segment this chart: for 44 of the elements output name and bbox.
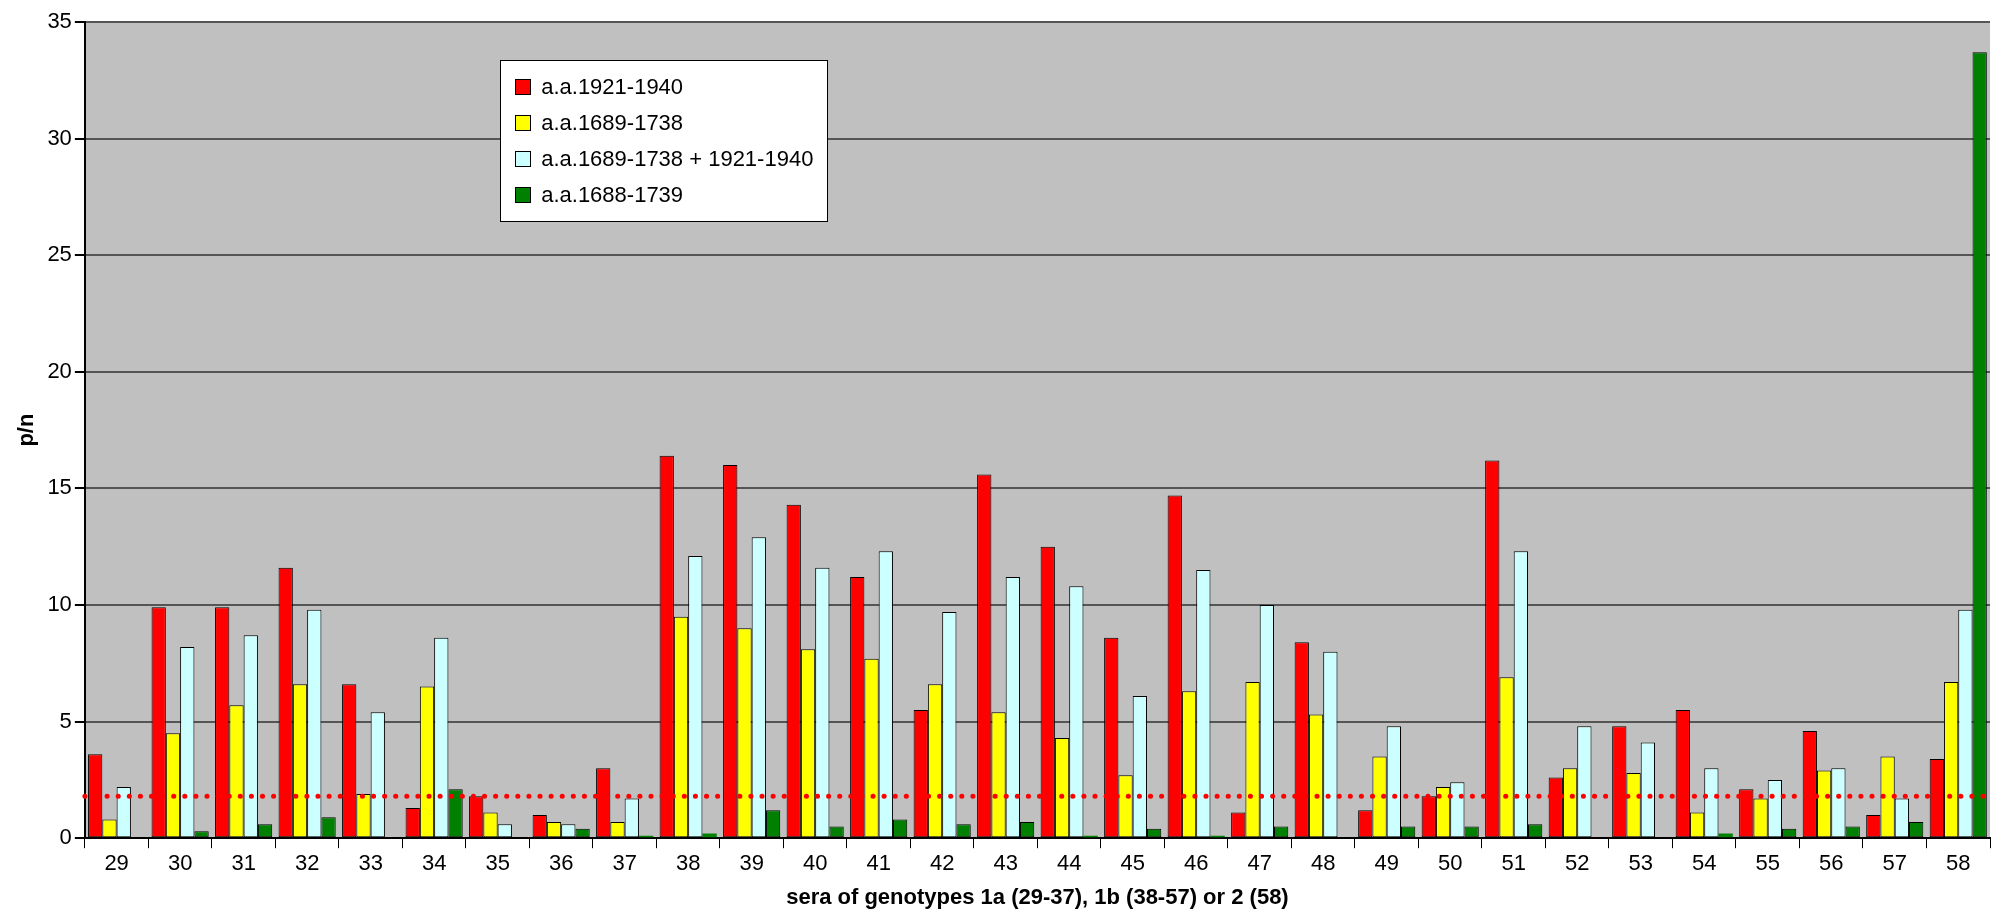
x-tick-label: 46	[1183, 850, 1209, 876]
x-tick-label: 32	[294, 850, 320, 876]
x-tick-label: 56	[1819, 850, 1844, 876]
x-tick-label: 57	[1882, 850, 1907, 876]
y-tick-label: 0	[59, 824, 72, 850]
x-tick-label: 35	[485, 850, 510, 876]
x-tick-label: 34	[421, 850, 447, 876]
legend-label: a.a.1688-1739	[541, 181, 684, 209]
x-tick-label: 33	[358, 850, 383, 876]
y-axis-title: p/n	[13, 413, 39, 447]
x-tick-label: 43	[993, 850, 1018, 876]
x-tick-label: 55	[1755, 850, 1780, 876]
y-tick-label: 5	[59, 707, 72, 733]
x-tick-label: 40	[802, 850, 828, 876]
y-tick-label: 20	[47, 357, 72, 383]
x-tick-label: 29	[104, 850, 129, 876]
x-tick-label: 41	[866, 850, 891, 876]
x-tick-label: 47	[1247, 850, 1272, 876]
x-axis-title: sera of genotypes 1a (29-37), 1b (38-57) or 2 (58)	[786, 883, 1289, 909]
x-tick-label: 50	[1437, 850, 1463, 876]
x-tick-label: 30	[167, 850, 193, 876]
legend-label: a.a.1689-1738 + 1921-1940	[541, 145, 814, 173]
x-tick-label: 54	[1691, 850, 1717, 876]
y-tick-label: 15	[47, 474, 72, 500]
x-tick-label: 38	[675, 850, 701, 876]
y-tick-label: 35	[47, 8, 72, 34]
x-tick-label: 48	[1310, 850, 1336, 876]
x-tick-label: 58	[1946, 850, 1971, 876]
x-tick-label: 39	[739, 850, 764, 876]
x-tick-label: 52	[1564, 850, 1590, 876]
x-tick-label: 51	[1501, 850, 1526, 876]
x-tick-label: 42	[929, 850, 955, 876]
x-tick-label: 37	[612, 850, 637, 876]
x-tick-label: 53	[1628, 850, 1653, 876]
x-tick-label: 49	[1374, 850, 1399, 876]
x-tick-label: 44	[1056, 850, 1082, 876]
y-tick-label: 25	[47, 241, 72, 267]
x-tick-label: 45	[1120, 850, 1145, 876]
legend-label: a.a.1689-1738	[541, 109, 684, 137]
legend-label: a.a.1921-1940	[541, 73, 684, 101]
y-tick-label: 10	[47, 591, 72, 617]
y-tick-label: 30	[47, 124, 72, 150]
x-tick-label: 31	[231, 850, 256, 876]
x-tick-label: 36	[548, 850, 574, 876]
